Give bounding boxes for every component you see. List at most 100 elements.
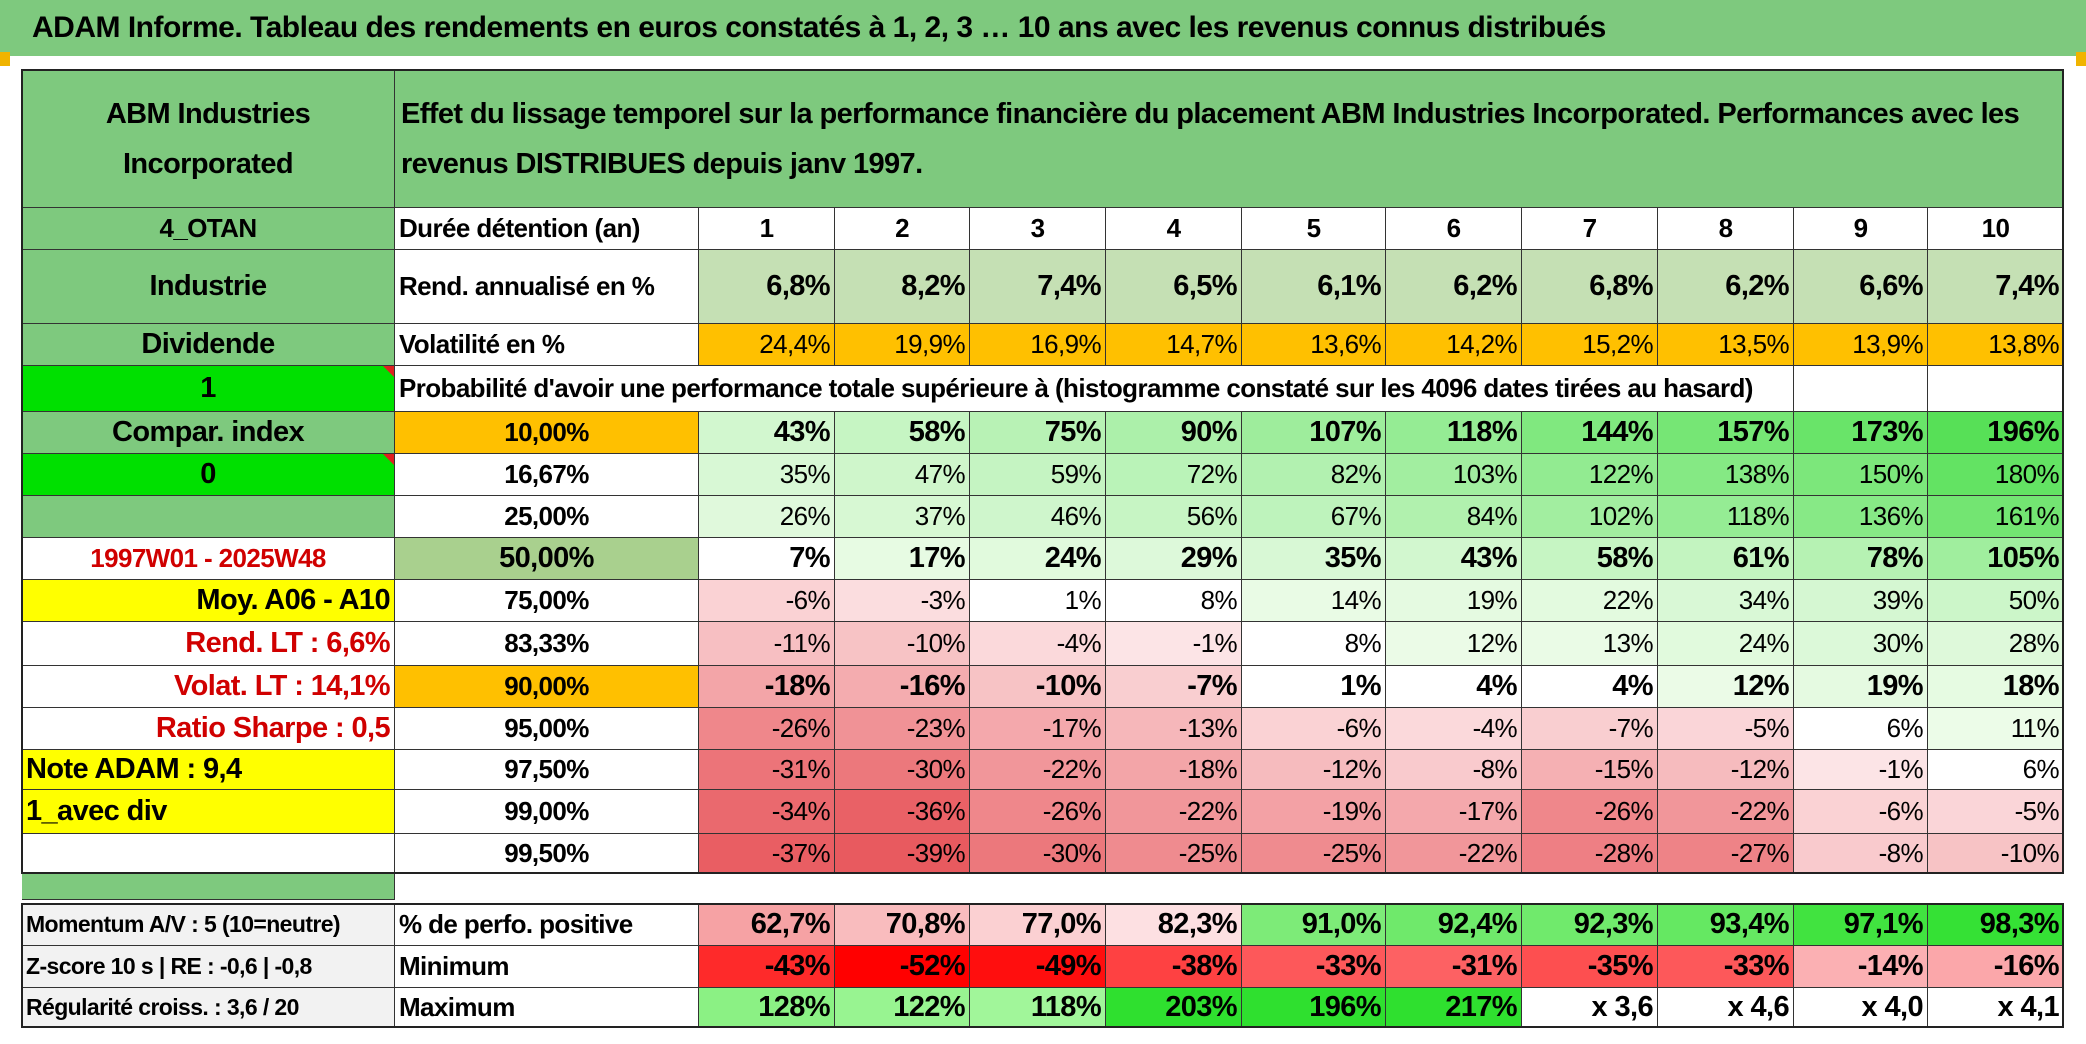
min-value[interactable]: -49% xyxy=(970,946,1106,988)
probability-value[interactable]: -25% xyxy=(1242,834,1386,874)
pos-value[interactable]: 70,8% xyxy=(835,904,970,946)
probability-value[interactable]: -15% xyxy=(1522,750,1658,790)
prob-label[interactable]: Probabilité d'avoir une performance tota… xyxy=(395,366,1794,412)
probability-value[interactable]: 161% xyxy=(1928,496,2064,538)
max-value[interactable]: 118% xyxy=(970,988,1106,1028)
vol-value[interactable]: 14,2% xyxy=(1386,324,1522,366)
probability-value[interactable]: 157% xyxy=(1658,412,1794,454)
probability-value[interactable]: -10% xyxy=(1928,834,2064,874)
rend-value[interactable]: 6,8% xyxy=(1522,250,1658,324)
probability-value[interactable]: -31% xyxy=(699,750,835,790)
probability-value[interactable]: -6% xyxy=(1242,708,1386,750)
pos-value[interactable]: 82,3% xyxy=(1106,904,1242,946)
probability-value[interactable]: -26% xyxy=(699,708,835,750)
vol-value[interactable]: 13,5% xyxy=(1658,324,1794,366)
probability-value[interactable]: 43% xyxy=(1386,538,1522,580)
min-value[interactable]: -31% xyxy=(1386,946,1522,988)
pos-label[interactable]: % de perfo. positive xyxy=(395,904,699,946)
probability-value[interactable]: -1% xyxy=(1106,622,1242,666)
probability-value[interactable]: 28% xyxy=(1928,622,2064,666)
probability-value[interactable]: -4% xyxy=(970,622,1106,666)
flag-zero[interactable]: 0 xyxy=(22,454,395,496)
flag-one[interactable]: 1 xyxy=(22,366,395,412)
min-value[interactable]: -14% xyxy=(1794,946,1928,988)
probability-value[interactable]: -18% xyxy=(1106,750,1242,790)
probability-value[interactable]: -17% xyxy=(970,708,1106,750)
momentum-label[interactable]: Momentum A/V : 5 (10=neutre) xyxy=(22,904,395,946)
blank-cell[interactable] xyxy=(1928,366,2064,412)
probability-value[interactable]: 107% xyxy=(1242,412,1386,454)
probability-value[interactable]: 50% xyxy=(1928,580,2064,622)
rend-value[interactable]: 6,6% xyxy=(1794,250,1928,324)
probability-value[interactable]: 29% xyxy=(1106,538,1242,580)
probability-value[interactable]: 6% xyxy=(1928,750,2064,790)
rend-value[interactable]: 8,2% xyxy=(835,250,970,324)
probability-value[interactable]: 22% xyxy=(1522,580,1658,622)
vol-value[interactable]: 19,9% xyxy=(835,324,970,366)
rend-value[interactable]: 6,1% xyxy=(1242,250,1386,324)
max-value[interactable]: 122% xyxy=(835,988,970,1028)
probability-threshold[interactable]: 99,00% xyxy=(395,790,699,834)
probability-value[interactable]: 144% xyxy=(1522,412,1658,454)
year-header[interactable]: 7 xyxy=(1522,208,1658,250)
regularite-label[interactable]: Régularité croiss. : 3,6 / 20 xyxy=(22,988,395,1028)
probability-value[interactable]: -10% xyxy=(970,666,1106,708)
probability-threshold[interactable]: 95,00% xyxy=(395,708,699,750)
sharpe-label[interactable]: Ratio Sharpe : 0,5 xyxy=(22,708,395,750)
probability-value[interactable]: 30% xyxy=(1794,622,1928,666)
pos-value[interactable]: 92,4% xyxy=(1386,904,1522,946)
probability-value[interactable]: 1% xyxy=(1242,666,1386,708)
max-value[interactable]: 203% xyxy=(1106,988,1242,1028)
probability-value[interactable]: 12% xyxy=(1658,666,1794,708)
probability-value[interactable]: -37% xyxy=(699,834,835,874)
probability-value[interactable]: 56% xyxy=(1106,496,1242,538)
probability-value[interactable]: 7% xyxy=(699,538,835,580)
probability-value[interactable]: 11% xyxy=(1928,708,2064,750)
blank-cell[interactable] xyxy=(22,834,395,874)
min-label[interactable]: Minimum xyxy=(395,946,699,988)
probability-value[interactable]: 43% xyxy=(699,412,835,454)
probability-value[interactable]: 13% xyxy=(1522,622,1658,666)
probability-value[interactable]: 78% xyxy=(1794,538,1928,580)
probability-value[interactable]: -1% xyxy=(1794,750,1928,790)
min-value[interactable]: -16% xyxy=(1928,946,2064,988)
probability-value[interactable]: -3% xyxy=(835,580,970,622)
rend-value[interactable]: 6,5% xyxy=(1106,250,1242,324)
zscore-label[interactable]: Z-score 10 s | RE : -0,6 | -0,8 xyxy=(22,946,395,988)
probability-value[interactable]: 90% xyxy=(1106,412,1242,454)
probability-value[interactable]: 4% xyxy=(1386,666,1522,708)
probability-threshold[interactable]: 25,00% xyxy=(395,496,699,538)
probability-value[interactable]: -4% xyxy=(1386,708,1522,750)
probability-value[interactable]: 118% xyxy=(1658,496,1794,538)
rend-value[interactable]: 6,2% xyxy=(1386,250,1522,324)
probability-value[interactable]: 150% xyxy=(1794,454,1928,496)
probability-value[interactable]: -30% xyxy=(835,750,970,790)
probability-value[interactable]: 72% xyxy=(1106,454,1242,496)
probability-threshold[interactable]: 50,00% xyxy=(395,538,699,580)
compar-index-label[interactable]: Compar. index xyxy=(22,412,395,454)
probability-value[interactable]: 82% xyxy=(1242,454,1386,496)
probability-value[interactable]: 24% xyxy=(970,538,1106,580)
year-header[interactable]: 4 xyxy=(1106,208,1242,250)
probability-value[interactable]: 105% xyxy=(1928,538,2064,580)
probability-value[interactable]: -28% xyxy=(1522,834,1658,874)
rend-label[interactable]: Rend. annualisé en % xyxy=(395,250,699,324)
probability-value[interactable]: -6% xyxy=(699,580,835,622)
vol-value[interactable]: 13,8% xyxy=(1928,324,2064,366)
max-label[interactable]: Maximum xyxy=(395,988,699,1028)
vol-value[interactable]: 13,9% xyxy=(1794,324,1928,366)
probability-value[interactable]: 61% xyxy=(1658,538,1794,580)
max-value[interactable]: x 4,0 xyxy=(1794,988,1928,1028)
year-header[interactable]: 2 xyxy=(835,208,970,250)
blank-cell[interactable] xyxy=(22,496,395,538)
max-value[interactable]: 196% xyxy=(1242,988,1386,1028)
probability-value[interactable]: 34% xyxy=(1658,580,1794,622)
probability-value[interactable]: -18% xyxy=(699,666,835,708)
probability-value[interactable]: -8% xyxy=(1794,834,1928,874)
rend-value[interactable]: 7,4% xyxy=(1928,250,2064,324)
pos-value[interactable]: 77,0% xyxy=(970,904,1106,946)
probability-value[interactable]: 46% xyxy=(970,496,1106,538)
probability-value[interactable]: -26% xyxy=(970,790,1106,834)
probability-value[interactable]: 58% xyxy=(835,412,970,454)
min-value[interactable]: -33% xyxy=(1242,946,1386,988)
